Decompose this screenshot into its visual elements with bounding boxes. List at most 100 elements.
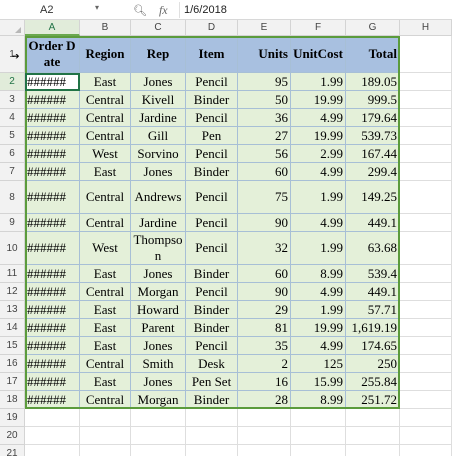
table-cell[interactable]: East: [80, 319, 131, 337]
table-cell[interactable]: Central: [80, 283, 131, 301]
table-cell[interactable]: 1,619.19: [346, 319, 400, 337]
name-box[interactable]: A2: [0, 1, 103, 19]
table-cell[interactable]: 35: [238, 337, 291, 355]
table-cell[interactable]: ######: [25, 145, 80, 163]
table-cell[interactable]: 1.99: [291, 181, 346, 214]
row-header-11[interactable]: 11: [0, 265, 25, 283]
table-cell[interactable]: Pen Set: [186, 373, 238, 391]
table-cell[interactable]: East: [80, 301, 131, 319]
table-cell[interactable]: 167.44: [346, 145, 400, 163]
row-header-14[interactable]: 14: [0, 319, 25, 337]
empty-cell[interactable]: [400, 145, 452, 163]
empty-cell[interactable]: [400, 127, 452, 145]
row-header-17[interactable]: 17: [0, 373, 25, 391]
table-cell[interactable]: 19.99: [291, 91, 346, 109]
column-header-e[interactable]: E: [238, 20, 291, 36]
empty-cell[interactable]: [346, 445, 400, 456]
table-cell[interactable]: Andrews: [131, 181, 186, 214]
table-cell[interactable]: Pen: [186, 127, 238, 145]
table-cell[interactable]: 1.99: [291, 301, 346, 319]
empty-cell[interactable]: [400, 337, 452, 355]
table-header-cell[interactable]: Total: [346, 36, 400, 73]
row-header-19[interactable]: 19: [0, 409, 25, 427]
table-cell[interactable]: 32: [238, 232, 291, 265]
table-cell[interactable]: 449.1: [346, 283, 400, 301]
table-cell[interactable]: 90: [238, 214, 291, 232]
table-cell[interactable]: West: [80, 145, 131, 163]
empty-cell[interactable]: [400, 214, 452, 232]
table-cell[interactable]: 63.68: [346, 232, 400, 265]
table-cell[interactable]: ######: [25, 181, 80, 214]
row-header-4[interactable]: 4: [0, 109, 25, 127]
table-cell[interactable]: 90: [238, 283, 291, 301]
select-all-corner[interactable]: [0, 20, 25, 36]
empty-cell[interactable]: [291, 427, 346, 445]
empty-cell[interactable]: [400, 445, 452, 456]
empty-cell[interactable]: [400, 391, 452, 409]
table-cell[interactable]: West: [80, 232, 131, 265]
table-cell[interactable]: Binder: [186, 91, 238, 109]
table-cell[interactable]: 449.1: [346, 214, 400, 232]
table-cell[interactable]: East: [80, 373, 131, 391]
empty-cell[interactable]: [400, 36, 452, 73]
row-header-9[interactable]: 9: [0, 214, 25, 232]
table-cell[interactable]: 125: [291, 355, 346, 373]
table-cell[interactable]: 4.99: [291, 163, 346, 181]
table-cell[interactable]: Central: [80, 355, 131, 373]
row-header-6[interactable]: 6: [0, 145, 25, 163]
table-cell[interactable]: Pencil: [186, 145, 238, 163]
table-cell[interactable]: Binder: [186, 301, 238, 319]
table-cell[interactable]: 19.99: [291, 319, 346, 337]
table-cell[interactable]: 299.4: [346, 163, 400, 181]
table-cell[interactable]: ######: [25, 214, 80, 232]
empty-cell[interactable]: [25, 409, 80, 427]
row-header-20[interactable]: 20: [0, 427, 25, 445]
table-header-cell[interactable]: Region: [80, 36, 131, 73]
empty-cell[interactable]: [131, 445, 186, 456]
table-cell[interactable]: 174.65: [346, 337, 400, 355]
empty-cell[interactable]: [186, 409, 238, 427]
table-cell[interactable]: 4.99: [291, 214, 346, 232]
table-cell[interactable]: 255.84: [346, 373, 400, 391]
table-cell[interactable]: Gill: [131, 127, 186, 145]
empty-cell[interactable]: [400, 232, 452, 265]
table-cell[interactable]: 95: [238, 73, 291, 91]
row-header-16[interactable]: 16: [0, 355, 25, 373]
table-cell[interactable]: ######: [25, 127, 80, 145]
empty-cell[interactable]: [400, 109, 452, 127]
empty-cell[interactable]: [25, 427, 80, 445]
table-header-cell[interactable]: Item: [186, 36, 238, 73]
empty-cell[interactable]: [400, 301, 452, 319]
row-header-8[interactable]: 8: [0, 181, 25, 214]
table-cell[interactable]: 539.4: [346, 265, 400, 283]
table-header-cell[interactable]: UnitCost: [291, 36, 346, 73]
column-header-h[interactable]: H: [400, 20, 452, 36]
row-header-21[interactable]: 21: [0, 445, 25, 456]
table-cell[interactable]: ######: [25, 319, 80, 337]
function-icon[interactable]: fx: [158, 2, 168, 17]
table-cell[interactable]: 8.99: [291, 391, 346, 409]
row-header-7[interactable]: 7: [0, 163, 25, 181]
table-cell[interactable]: Pencil: [186, 181, 238, 214]
empty-cell[interactable]: [346, 427, 400, 445]
empty-cell[interactable]: [131, 409, 186, 427]
table-cell[interactable]: Binder: [186, 163, 238, 181]
table-cell[interactable]: Jones: [131, 163, 186, 181]
column-header-c[interactable]: C: [131, 20, 186, 36]
table-cell[interactable]: 81: [238, 319, 291, 337]
table-cell[interactable]: 75: [238, 181, 291, 214]
table-cell[interactable]: 50: [238, 91, 291, 109]
empty-cell[interactable]: [238, 409, 291, 427]
table-cell[interactable]: 250: [346, 355, 400, 373]
empty-cell[interactable]: [80, 409, 131, 427]
table-cell[interactable]: Pencil: [186, 232, 238, 265]
empty-cell[interactable]: [291, 445, 346, 456]
table-cell[interactable]: Kivell: [131, 91, 186, 109]
table-cell[interactable]: Binder: [186, 391, 238, 409]
table-cell[interactable]: Pencil: [186, 337, 238, 355]
empty-cell[interactable]: [400, 355, 452, 373]
empty-cell[interactable]: [238, 427, 291, 445]
row-header-12[interactable]: 12: [0, 283, 25, 301]
table-cell[interactable]: Morgan: [131, 283, 186, 301]
empty-cell[interactable]: [346, 409, 400, 427]
